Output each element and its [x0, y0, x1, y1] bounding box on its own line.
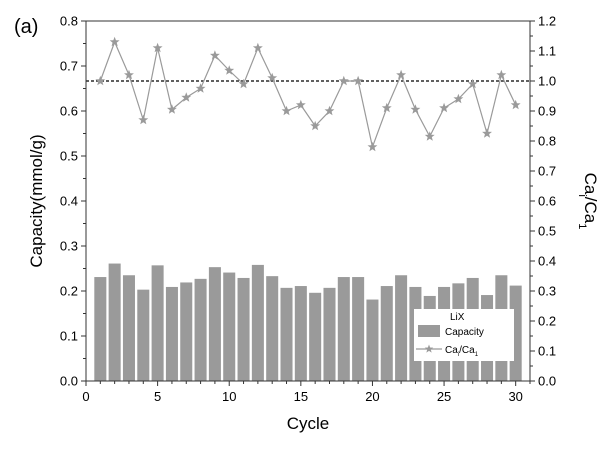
- x-tick-label: 10: [222, 389, 236, 404]
- capacity-bar-4: [137, 289, 150, 381]
- ratio-point-17: [324, 105, 335, 116]
- y-right-tick-label: 0.8: [538, 134, 556, 149]
- capacity-bar-7: [180, 282, 193, 381]
- ratio-point-23: [410, 104, 421, 114]
- y-right-tick-label: 0.7: [538, 164, 556, 179]
- capacity-bar-16: [309, 292, 322, 381]
- ratio-point-14: [281, 105, 292, 116]
- ratio-point-6: [166, 104, 177, 114]
- y-axis-left-label: Capacity(mmol/g): [27, 134, 46, 267]
- ratio-point-26: [453, 93, 464, 104]
- ratio-point-15: [295, 99, 306, 110]
- y-right-tick-label: 1.1: [538, 44, 556, 59]
- y-right-tick-label: 0.1: [538, 344, 556, 359]
- ratio-point-2: [109, 36, 120, 47]
- x-tick-label: 30: [508, 389, 522, 404]
- capacity-bar-21: [380, 286, 393, 381]
- capacity-bar-3: [122, 275, 135, 381]
- y-right-tick-label: 0.3: [538, 284, 556, 299]
- ratio-point-5: [152, 42, 163, 53]
- ratio-point-4: [138, 114, 149, 125]
- ratio-point-1: [95, 75, 106, 86]
- y-right-tick-label: 0.6: [538, 194, 556, 209]
- y-right-tick-label: 0.5: [538, 224, 556, 239]
- ratio-point-13: [267, 72, 278, 83]
- capacity-bar-5: [151, 265, 164, 381]
- ratio-point-24: [424, 131, 435, 141]
- legend-capacity-swatch: [418, 325, 440, 337]
- x-tick-label: 15: [294, 389, 308, 404]
- ratio-point-25: [439, 102, 450, 113]
- y-left-tick-label: 0.0: [60, 374, 78, 389]
- ratio-point-20: [367, 141, 378, 152]
- legend: LiX Capacity Cai/Ca1: [414, 309, 514, 361]
- y-right-tick-label: 0.0: [538, 374, 556, 389]
- y-right-tick-label: 0.9: [538, 104, 556, 119]
- capacity-bar-10: [223, 272, 236, 381]
- y-right-tick-label: 1.0: [538, 74, 556, 89]
- y-right-tick-label: 0.2: [538, 314, 556, 329]
- y-left-tick-label: 0.3: [60, 239, 78, 254]
- legend-label-ratio: Cai/Ca1: [445, 345, 479, 358]
- capacity-bar-17: [323, 287, 336, 381]
- ratio-point-8: [195, 83, 206, 93]
- ratio-point-30: [510, 99, 521, 110]
- capacity-bar-13: [266, 276, 279, 381]
- ratio-point-21: [381, 102, 392, 113]
- capacity-bar-1: [94, 277, 107, 381]
- ratio-point-16: [310, 120, 321, 131]
- ratio-point-29: [496, 69, 507, 80]
- panel-label: (a): [14, 16, 39, 38]
- axes: 0 5 10 15 20 25 30 0.0 0.1 0.2 0.3 0.4 0.5 0.6 0.7 0.8 0…: [60, 14, 556, 405]
- capacity-bar-19: [352, 277, 365, 381]
- ratio-point-19: [353, 75, 364, 86]
- capacity-bar-22: [395, 275, 408, 381]
- capacity-bar-18: [337, 277, 350, 381]
- ratio-point-10: [224, 65, 235, 75]
- capacity-bar-9: [208, 267, 221, 381]
- capacity-bar-8: [194, 278, 207, 381]
- ratio-point-28: [482, 128, 492, 138]
- ratio-point-3: [124, 69, 134, 80]
- y-left-tick-label: 0.8: [60, 14, 78, 29]
- y-left-tick-label: 0.4: [60, 194, 78, 209]
- x-tick-label: 0: [82, 389, 89, 404]
- ratio-point-22: [396, 69, 407, 80]
- legend-ratio-swatch: [416, 344, 442, 353]
- y-axis-right-label: Cai/Ca1: [576, 173, 600, 230]
- y-left-tick-label: 0.7: [60, 59, 78, 74]
- capacity-bar-6: [165, 286, 178, 381]
- ratio-point-27: [467, 78, 478, 89]
- y-right-tick-label: 0.4: [538, 254, 556, 269]
- ratio-point-12: [252, 42, 263, 53]
- ratio-point-9: [209, 50, 220, 60]
- ratio-point-11: [238, 78, 249, 89]
- ratio-line: [99, 40, 517, 150]
- legend-label-capacity: Capacity: [445, 327, 484, 338]
- x-tick-label: 25: [437, 389, 451, 404]
- capacity-bar-2: [108, 263, 121, 381]
- x-tick-label: 5: [154, 389, 161, 404]
- y-left-tick-label: 0.1: [60, 329, 78, 344]
- capacity-bar-11: [237, 277, 250, 381]
- x-tick-label: 20: [365, 389, 379, 404]
- capacity-bar-20: [366, 299, 379, 381]
- capacity-bar-12: [251, 264, 264, 381]
- y-left-tick-label: 0.2: [60, 284, 78, 299]
- y-left-tick-label: 0.6: [60, 104, 78, 119]
- legend-title: LiX: [450, 312, 465, 323]
- capacity-bar-14: [280, 287, 293, 381]
- capacity-bar-15: [294, 286, 307, 381]
- x-axis-label: Cycle: [287, 414, 330, 433]
- ratio-point-18: [338, 75, 349, 86]
- ratio-line-series: [95, 36, 521, 152]
- y-right-tick-label: 1.2: [538, 14, 556, 29]
- y-left-tick-label: 0.5: [60, 149, 78, 164]
- ratio-point-7: [181, 92, 192, 102]
